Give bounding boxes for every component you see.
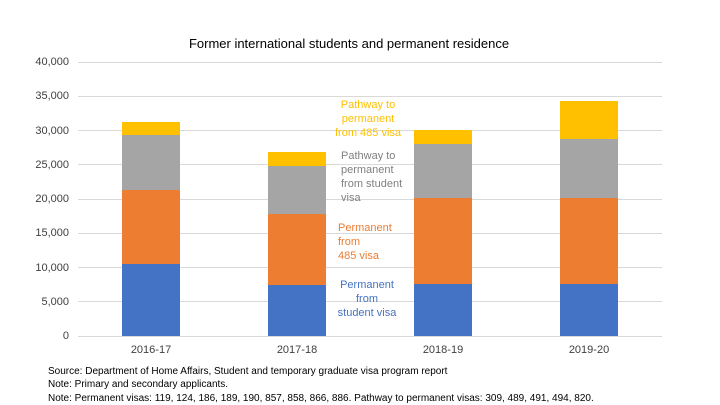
gridline [78,61,662,63]
bar-segment-blue [414,283,472,336]
y-axis-tick-label: 0 [62,330,69,342]
series-label-line: 485 visa [338,250,379,262]
y-axis-tick-label: 10,000 [35,261,69,274]
y-axis-tick-label: 20,000 [35,193,69,205]
y-axis-tick-label: 5,000 [41,295,69,308]
x-axis-category-label: 2019-20 [568,344,610,356]
x-axis-category-label: 2017-18 [276,344,318,356]
y-axis-tick-label: 30,000 [35,124,69,137]
bar-segment-blue [560,283,618,336]
series-label-line: visa [341,192,361,204]
bar-segment-gray [560,139,618,199]
gridline [78,164,662,166]
series-label-line: from 485 visa [334,127,402,139]
series-label-permanent-student: Permanent from student visa [327,278,407,320]
gridline [78,198,662,200]
footer-note-line: Note: Primary and secondary applicants. [48,379,229,391]
gridline [78,301,662,303]
chart-title: Former international students and perman… [188,36,510,51]
y-axis-tick-label: 35,000 [35,90,69,103]
series-label-line: from student [341,178,403,190]
x-axis-category-label: 2016-17 [130,344,172,356]
footer-notes: Source: Department of Home Affairs, Stud… [48,365,594,405]
bar-segment-gray [122,134,180,191]
series-label-line: Pathway to [340,99,396,111]
bar-segment-gray [268,166,326,215]
gridline [78,130,662,131]
series-label-permanent-485: Permanent from 485 visa [338,221,418,263]
footer-note-line: Note: Permanent visas: 119, 124, 186, 18… [48,392,594,404]
gridline [78,335,662,337]
series-label-line: from [356,293,378,305]
bar-segment-yellow [122,121,180,135]
bar-segment-blue [268,284,326,336]
bar-segment-orange [560,198,618,284]
bar-segment-yellow [414,129,472,145]
bar-segment-yellow [268,152,326,167]
bar-segment-gray [414,144,472,199]
series-label-line: from [338,236,360,248]
gridline [78,267,662,268]
series-label-line: Permanent [340,279,394,291]
bar-segment-blue [122,264,180,336]
bar-segment-orange [414,198,472,284]
series-label-line: permanent [341,113,395,125]
x-axis-category-label: 2018-19 [422,344,464,356]
series-label-line: Pathway to [341,150,396,162]
bar-segment-orange [122,190,180,265]
gridline [78,95,662,97]
y-axis-tick-label: 25,000 [35,158,69,171]
y-axis-tick-label: 40,000 [35,56,69,68]
footer-note-line: Source: Department of Home Affairs, Stud… [48,366,448,377]
series-label-line: student visa [337,307,397,319]
y-axis-tick-label: 15,000 [35,227,69,240]
series-label-line: permanent [341,164,394,176]
series-label-line: Permanent [338,222,392,234]
gridline [78,232,662,234]
bar-segment-yellow [560,101,618,140]
bar-segment-orange [268,214,326,285]
series-label-pathway-485: Pathway to permanent from 485 visa [328,98,408,140]
series-label-pathway-student: Pathway to permanent from student visa [341,149,421,205]
